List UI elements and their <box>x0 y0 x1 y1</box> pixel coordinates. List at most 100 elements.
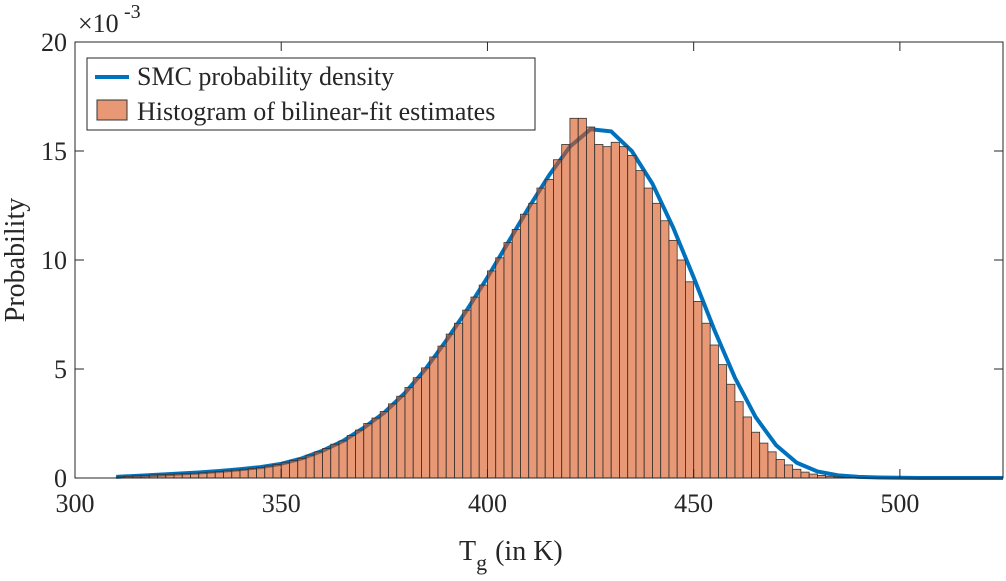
histogram-bar <box>528 202 538 479</box>
x-tick-label: 350 <box>262 489 301 518</box>
histogram-bar <box>355 429 365 479</box>
histogram-bar <box>709 344 719 479</box>
histogram-bar <box>668 239 678 479</box>
x-axis-label: Tg (in K) <box>459 536 563 575</box>
histogram-bar <box>800 471 810 479</box>
histogram-bar <box>635 170 645 479</box>
histogram-bar <box>478 284 488 479</box>
histogram-bar <box>520 213 530 479</box>
histogram-bar <box>610 141 620 479</box>
histogram-bar <box>379 411 389 479</box>
histogram-bar <box>388 403 398 479</box>
histogram-bar <box>206 471 216 479</box>
y-tick-label: 20 <box>41 28 67 57</box>
histogram-bar <box>214 471 224 479</box>
histogram-bar <box>264 465 274 479</box>
histogram-bar <box>561 144 571 479</box>
histogram-bar <box>553 159 563 479</box>
histogram-bar <box>239 468 249 479</box>
histogram-bar <box>330 443 340 479</box>
histogram-bar <box>247 468 257 479</box>
histogram-bar <box>231 469 241 479</box>
histogram-bar <box>495 257 505 479</box>
x-label-subscript: g <box>476 550 487 575</box>
histogram-bar <box>643 187 653 479</box>
histogram-bar <box>437 345 447 479</box>
histogram-bar <box>701 322 711 479</box>
histogram-bar <box>272 464 282 479</box>
histogram-bar <box>627 154 637 479</box>
histogram-bar <box>594 144 604 479</box>
y-tick-label: 5 <box>54 355 67 384</box>
histogram-bar <box>371 417 381 479</box>
histogram-bar <box>511 229 521 479</box>
histogram-bar <box>322 448 332 479</box>
legend-label: Histogram of bilinear-fit estimates <box>137 97 495 126</box>
histogram-bar <box>602 146 612 479</box>
histogram-bar <box>173 473 183 479</box>
histogram-bar <box>808 473 818 479</box>
legend-bar-swatch <box>96 99 128 121</box>
histogram-bar <box>734 401 744 479</box>
histogram-bar <box>718 364 728 479</box>
x-label-suffix: (in K) <box>495 536 563 567</box>
histogram-bar <box>536 187 546 479</box>
histogram-bar <box>289 460 299 479</box>
histogram-bar <box>313 451 323 479</box>
histogram-bar <box>280 462 290 479</box>
histogram-bar <box>223 470 233 479</box>
histogram-bar <box>346 435 356 479</box>
histogram-bar <box>503 242 513 479</box>
histogram-bar <box>586 126 596 479</box>
histogram-bar <box>544 178 554 479</box>
histogram-bar <box>577 117 587 479</box>
histogram-bar <box>676 259 686 479</box>
y-axis-label: Probability <box>0 198 31 322</box>
histogram-bar <box>652 202 662 479</box>
histogram-bar <box>190 472 200 479</box>
histogram-bar <box>181 473 191 479</box>
y-tick-label: 15 <box>41 137 67 166</box>
histogram-bar <box>404 387 414 479</box>
histogram-bar <box>784 464 794 479</box>
histogram-bar <box>363 423 373 479</box>
histogram-bar <box>569 117 579 479</box>
x-tick-label: 400 <box>468 489 507 518</box>
histogram-bar <box>470 296 480 479</box>
histogram-bar <box>297 457 307 479</box>
y-tick-label: 10 <box>41 246 67 275</box>
histogram-bar <box>462 309 472 479</box>
histogram-bar <box>445 333 455 479</box>
histogram-bar <box>685 281 695 479</box>
legend-box <box>86 57 536 131</box>
histogram-bar <box>412 377 422 479</box>
histogram-bar <box>792 468 802 479</box>
histogram-bar <box>454 322 464 479</box>
histogram-bar <box>338 440 348 479</box>
x-tick-label: 300 <box>56 489 95 518</box>
histogram-bar <box>767 451 777 479</box>
y-multiplier: ×10 <box>78 9 119 38</box>
histogram-bar <box>198 472 208 479</box>
histogram-bar <box>429 356 439 479</box>
x-tick-label: 450 <box>674 489 713 518</box>
histogram-bar <box>660 220 670 479</box>
histogram-bar <box>619 146 629 479</box>
histogram-bar <box>487 270 497 479</box>
histogram-bar <box>396 395 406 479</box>
histogram-bar <box>775 459 785 479</box>
legend-label: SMC probability density <box>137 62 394 91</box>
y-tick-label: 0 <box>54 464 67 493</box>
y-multiplier-exponent: -3 <box>124 1 141 23</box>
histogram-bar <box>742 416 752 479</box>
x-label-main: T <box>459 536 476 567</box>
histogram-bar <box>726 383 736 479</box>
histogram-bar <box>165 473 175 479</box>
histogram-bar <box>256 467 266 479</box>
x-tick-label: 500 <box>880 489 919 518</box>
histogram-bar <box>305 454 315 479</box>
histogram-bar <box>421 367 431 479</box>
histogram-bar <box>751 431 761 479</box>
histogram-bar <box>693 301 703 479</box>
